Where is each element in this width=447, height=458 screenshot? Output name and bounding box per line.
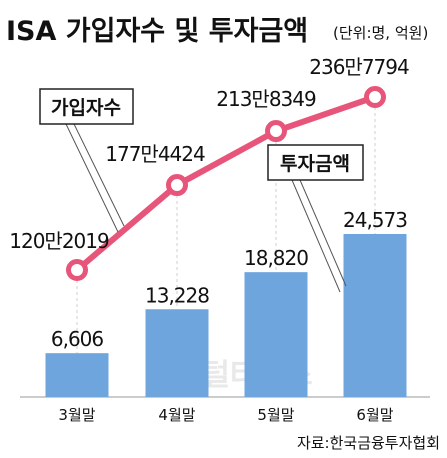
legend-pointer-bar [299,179,347,287]
line-point [265,120,287,143]
bar-value-label: 6,606 [51,327,104,351]
legend-pointer-bar [291,179,341,293]
bar-value-label: 18,820 [244,246,308,270]
bar [145,309,209,397]
x-tick-label: 3월말 [58,406,95,424]
x-tick-label: 5월말 [257,406,294,424]
subscriber-line [74,94,378,273]
legend-box-investment [267,144,364,181]
bar [343,234,407,397]
line-value-label: 177만4424 [105,142,205,166]
legend-label-investment: 투자금액 [280,153,350,175]
source-note: 자료:한국금융투자협회 [297,434,440,452]
unit-note: (단위:명, 억원) [333,24,428,42]
line-value-label: 213만8349 [216,87,316,111]
legend-pointer-line [65,123,119,233]
bar [45,353,109,397]
legend-pointer-line [73,123,125,227]
chart-title: ISA 가입자수 및 투자금액 [6,16,308,47]
x-tick-label: 6월말 [356,406,393,424]
bar-value-label: 13,228 [145,283,209,307]
line-point [66,259,88,281]
line-point [166,174,188,197]
legend-label-subscribers: 가입자수 [51,97,121,119]
line-value-label: 236만7794 [309,55,409,79]
bar-value-label: 24,573 [343,208,407,232]
line-value-label: 120만2019 [9,229,109,253]
line-point [364,86,386,108]
bar [244,272,308,397]
x-tick-label: 4월말 [158,406,195,424]
legend-box-subscribers [39,88,134,125]
